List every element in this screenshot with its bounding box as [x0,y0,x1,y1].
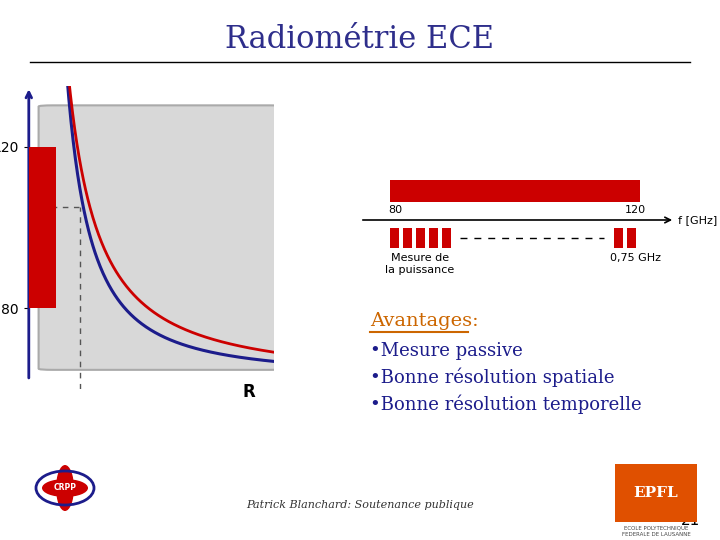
Bar [29,147,55,308]
Text: 120: 120 [624,205,646,215]
Text: •Bonne résolution temporelle: •Bonne résolution temporelle [370,395,642,414]
Bar [615,464,697,522]
FancyBboxPatch shape [39,105,284,370]
Text: CRPP: CRPP [53,483,76,492]
Bar [429,228,438,248]
Text: Avantages:: Avantages: [370,312,479,330]
Text: Mesure de
la puissance: Mesure de la puissance [385,253,454,275]
Text: Patrick Blanchard: Soutenance publique: Patrick Blanchard: Soutenance publique [246,500,474,510]
Text: f [GHz]: f [GHz] [678,215,717,225]
Text: locale: locale [210,337,264,355]
Text: 21: 21 [680,513,700,528]
Text: 80: 80 [388,205,402,215]
Bar [442,228,451,248]
Text: •Bonne résolution spatiale: •Bonne résolution spatiale [370,368,614,387]
Bar [390,180,640,202]
Bar [403,228,412,248]
Ellipse shape [56,465,74,511]
Bar [390,228,399,248]
Text: Radiométrie ECE: Radiométrie ECE [225,24,495,56]
Bar [627,228,636,248]
Text: ECOLE POLYTECHNIQUE
FEDERALE DE LAUSANNE: ECOLE POLYTECHNIQUE FEDERALE DE LAUSANNE [621,526,690,537]
Text: R: R [243,383,256,401]
Text: •Mesure passive: •Mesure passive [370,342,523,360]
Text: 0,75 GHz: 0,75 GHz [610,253,660,263]
Ellipse shape [42,479,88,497]
Text: EPFL: EPFL [634,486,678,500]
Text: On a ainsi une mesure: On a ainsi une mesure [35,337,246,355]
Bar [416,228,425,248]
Bar [614,228,623,248]
Text: du rayonnement CE: du rayonnement CE [35,362,217,380]
